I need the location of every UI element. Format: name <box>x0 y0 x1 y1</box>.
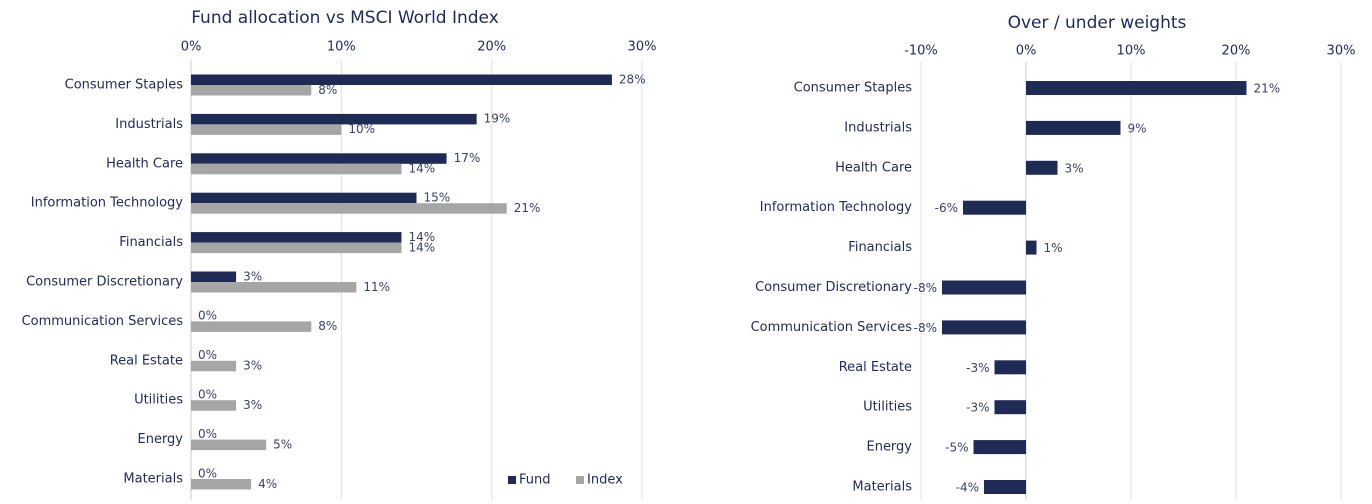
value-label: 5% <box>273 437 292 451</box>
value-label: -3% <box>966 401 989 415</box>
bar <box>942 280 1026 295</box>
category-label: Industrials <box>115 117 183 132</box>
bar <box>994 400 1026 415</box>
bar <box>191 163 402 175</box>
value-label: 21% <box>1254 82 1281 96</box>
value-label: 19% <box>484 112 511 126</box>
bar <box>1026 240 1037 255</box>
legend-swatch <box>508 476 516 484</box>
bar <box>984 480 1026 494</box>
bar <box>191 85 312 96</box>
category-label: Materials <box>123 472 183 487</box>
value-label: 21% <box>514 201 541 215</box>
category-label: Consumer Discretionary <box>755 280 912 295</box>
value-label: 3% <box>243 269 262 283</box>
value-label: -5% <box>945 441 968 455</box>
chart-title: Fund allocation vs MSCI World Index <box>191 8 499 28</box>
category-label: Utilities <box>134 393 183 408</box>
category-label: Financials <box>848 240 912 255</box>
bar <box>994 360 1026 375</box>
category-label: Financials <box>119 235 183 250</box>
value-label: 14% <box>408 230 435 244</box>
value-label: 8% <box>318 83 337 97</box>
category-label: Communication Services <box>22 314 184 329</box>
category-label: Information Technology <box>31 196 184 211</box>
value-label: -6% <box>935 201 958 215</box>
bar <box>973 440 1026 455</box>
value-label: 0% <box>198 427 217 441</box>
category-label: Real Estate <box>839 360 912 375</box>
bar <box>191 271 237 282</box>
bar <box>191 124 342 135</box>
value-label: 9% <box>1128 121 1147 135</box>
x-tick-label: 20% <box>1222 44 1251 59</box>
bar <box>191 74 612 85</box>
value-label: 4% <box>258 477 277 491</box>
legend-swatch <box>576 476 584 484</box>
category-label: Health Care <box>835 160 912 175</box>
x-tick-label: 0% <box>1016 44 1037 59</box>
value-label: 17% <box>454 151 481 165</box>
category-label: Communication Services <box>751 320 913 335</box>
bar <box>191 232 402 243</box>
category-label: Real Estate <box>110 353 183 368</box>
category-label: Industrials <box>844 120 912 135</box>
x-tick-label: -10% <box>904 44 938 59</box>
bar <box>1026 120 1121 135</box>
category-label: Consumer Discretionary <box>26 275 183 290</box>
value-label: 0% <box>198 309 217 323</box>
value-label: 11% <box>363 280 390 294</box>
bar <box>191 192 417 204</box>
value-label: 14% <box>408 162 435 176</box>
category-label: Health Care <box>106 156 183 171</box>
bar <box>942 320 1026 335</box>
chart-title: Over / under weights <box>1008 13 1187 33</box>
bar <box>191 153 447 164</box>
category-label: Information Technology <box>760 200 913 215</box>
x-tick-label: 30% <box>628 40 657 55</box>
category-label: Energy <box>866 440 912 455</box>
category-label: Consumer Staples <box>794 81 913 96</box>
bar <box>191 400 237 411</box>
value-label: -4% <box>956 481 979 495</box>
value-label: 0% <box>198 348 217 362</box>
legend-label: Fund <box>519 473 551 488</box>
category-label: Utilities <box>863 400 912 415</box>
value-label: 0% <box>198 466 217 480</box>
x-tick-label: 30% <box>1327 44 1356 59</box>
bar <box>963 200 1026 215</box>
x-tick-label: 20% <box>477 40 506 55</box>
value-label: 14% <box>408 240 435 254</box>
value-label: -3% <box>966 361 989 375</box>
value-label: 10% <box>348 122 375 136</box>
x-tick-label: 10% <box>327 40 356 55</box>
value-label: 8% <box>318 319 337 333</box>
bar <box>191 203 507 214</box>
bar <box>1026 160 1058 175</box>
value-label: -8% <box>914 321 937 335</box>
value-label: 3% <box>243 359 262 373</box>
legend-label: Index <box>587 473 623 488</box>
x-tick-label: 0% <box>181 40 202 55</box>
value-label: 0% <box>198 387 217 401</box>
bar <box>191 242 402 254</box>
bar <box>1026 81 1247 95</box>
bar <box>191 282 357 293</box>
value-label: 28% <box>619 72 646 86</box>
bar <box>191 479 252 490</box>
value-label: -8% <box>914 281 937 295</box>
value-label: 15% <box>424 190 451 204</box>
bar <box>191 321 312 332</box>
category-label: Energy <box>137 432 183 447</box>
bar <box>191 113 477 125</box>
bar <box>191 360 237 372</box>
x-tick-label: 10% <box>1117 44 1146 59</box>
category-label: Consumer Staples <box>65 78 184 93</box>
value-label: 3% <box>1065 161 1084 175</box>
value-label: 1% <box>1044 241 1063 255</box>
category-label: Materials <box>852 480 912 495</box>
value-label: 3% <box>243 398 262 412</box>
bar <box>191 439 267 451</box>
